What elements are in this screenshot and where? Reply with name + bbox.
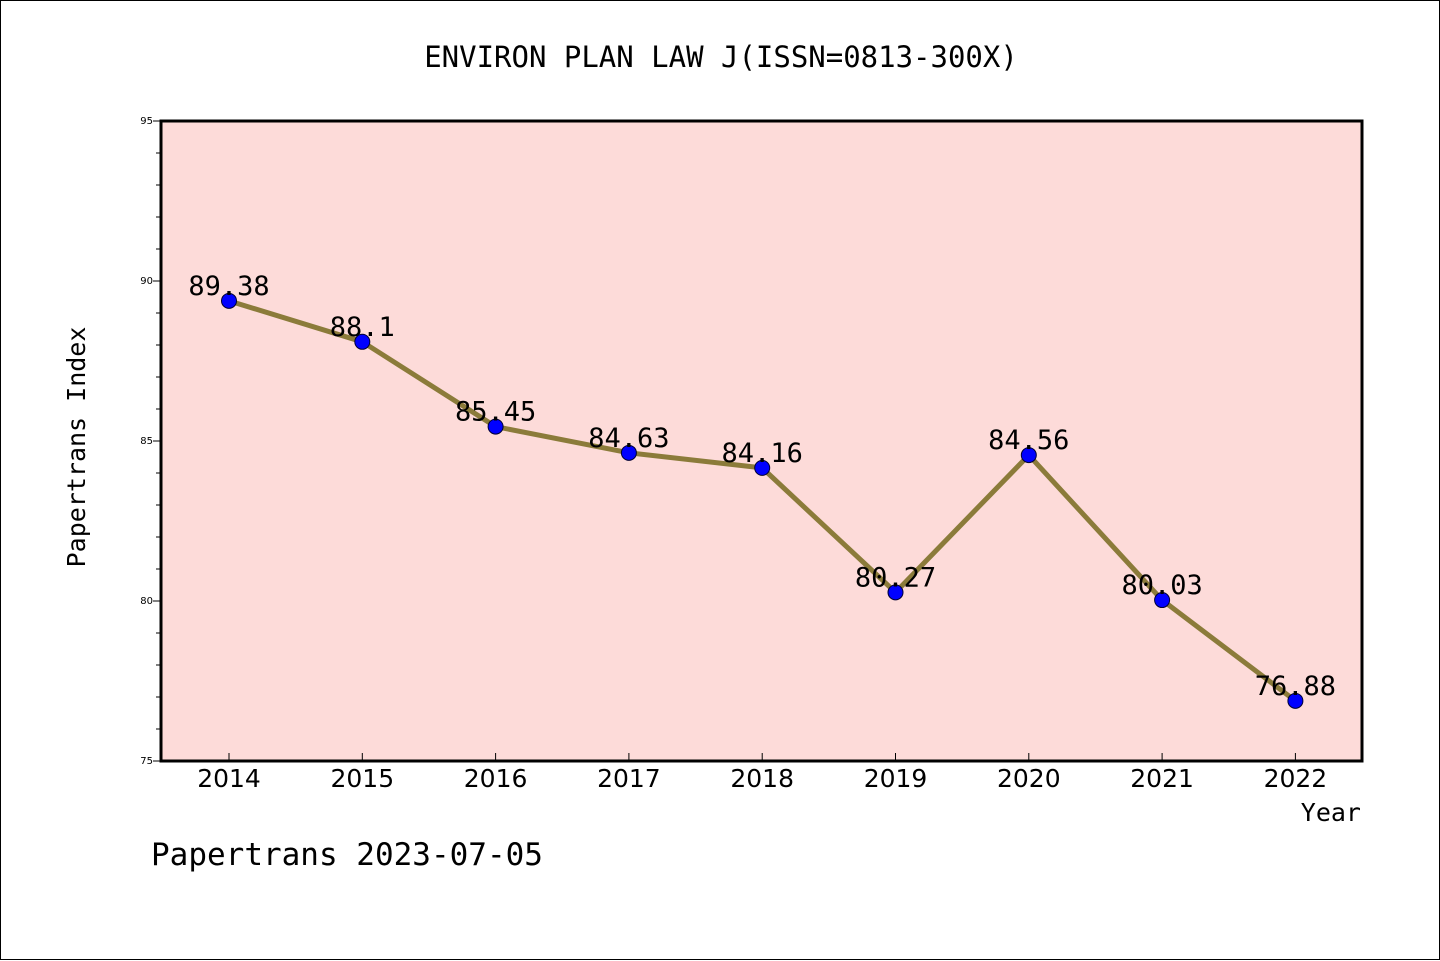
x-axis-label: Year <box>1301 798 1361 827</box>
data-label: 80.03 <box>1121 570 1202 601</box>
data-point <box>1287 692 1304 709</box>
data-point <box>1020 447 1037 464</box>
data-point <box>620 444 637 461</box>
x-tick-label: 2015 <box>330 764 394 793</box>
data-point <box>754 459 771 476</box>
x-tick-label: 2021 <box>1130 764 1194 793</box>
data-label: 80.27 <box>855 562 936 593</box>
data-point <box>887 584 904 601</box>
data-label: 89.38 <box>188 271 269 302</box>
x-tick-label: 2019 <box>864 764 928 793</box>
data-label: 88.1 <box>330 312 395 343</box>
data-point <box>354 333 371 350</box>
data-label: 76.88 <box>1255 671 1336 702</box>
x-tick-label: 2018 <box>730 764 794 793</box>
x-tick-label: 2022 <box>1264 764 1328 793</box>
plot-area <box>161 121 1362 761</box>
data-label: 85.45 <box>455 397 536 428</box>
series-markers <box>221 292 1304 709</box>
data-label: 84.16 <box>722 438 803 469</box>
y-tick-label: 80 <box>140 596 153 607</box>
data-point <box>1154 592 1171 609</box>
y-tick-label: 90 <box>140 276 153 287</box>
footer-credit: Papertrans 2023-07-05 <box>151 837 543 873</box>
data-labels: 89.38 88.1 85.45 84.63 84.16 80.27 84.56 80.03 7… <box>188 271 1336 702</box>
x-tick-label: 2014 <box>197 764 261 793</box>
y-tick-label: 85 <box>140 436 153 447</box>
x-tick-label: 2016 <box>464 764 528 793</box>
y-tick-label: 95 <box>140 116 153 127</box>
data-point <box>487 418 504 435</box>
y-tick-label: 75 <box>140 756 153 767</box>
y-axis-label: Papertrans Index <box>62 327 91 568</box>
data-label: 84.63 <box>588 423 669 454</box>
x-axis: 2014 2015 2016 2017 2018 2019 2020 2021 2022 <box>197 753 1327 793</box>
x-tick-label: 2017 <box>597 764 661 793</box>
data-label: 84.56 <box>988 425 1069 456</box>
data-point <box>221 292 237 309</box>
chart-title: ENVIRON PLAN LAW J(ISSN=0813-300X) <box>424 40 1018 74</box>
x-tick-label: 2020 <box>997 764 1061 793</box>
y-axis: 75 80 85 90 95 <box>140 116 161 767</box>
plot-frame <box>159 119 1364 763</box>
